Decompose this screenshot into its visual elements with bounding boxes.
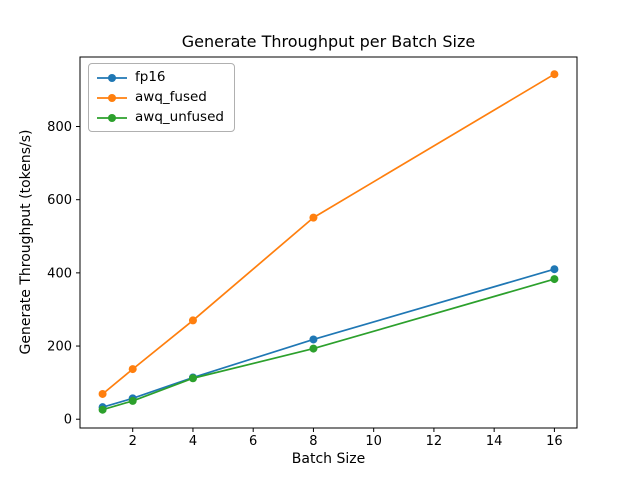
x-tick-label: 8 [309, 434, 317, 449]
marker-awq_unfused [128, 396, 137, 405]
y-tick-label: 800 [47, 120, 72, 135]
marker-fp16 [309, 335, 318, 344]
x-tick-label: 14 [486, 434, 503, 449]
y-tick-label: 0 [64, 413, 72, 428]
x-tick-label: 10 [365, 434, 382, 449]
legend-marker-awq_unfused [97, 113, 127, 122]
x-tick-label: 4 [189, 434, 197, 449]
marker-awq_unfused [98, 405, 107, 414]
x-tick-label: 2 [129, 434, 137, 449]
legend-marker-awq_fused [97, 93, 127, 102]
marker-awq_fused [98, 389, 107, 398]
y-tick-label: 200 [47, 340, 72, 355]
y-axis-label: Generate Throughput (tokens/s) [18, 129, 34, 355]
x-tick-label: 6 [249, 434, 257, 449]
x-axis-label: Batch Size [291, 451, 366, 467]
legend-label-awq_unfused: awq_unfused [135, 109, 224, 125]
y-tick-label: 600 [47, 193, 72, 208]
chart-title: Generate Throughput per Batch Size [181, 32, 476, 51]
x-tick-label: 12 [426, 434, 443, 449]
marker-awq_fused [550, 70, 559, 79]
marker-awq_unfused [309, 344, 318, 353]
marker-fp16 [550, 265, 559, 274]
legend-label-awq_fused: awq_fused [135, 89, 207, 105]
marker-awq_unfused [188, 374, 197, 383]
legend-item-awq_fused: awq_fused [96, 89, 224, 106]
y-tick-label: 400 [47, 266, 72, 281]
marker-awq_fused [309, 213, 318, 222]
series-line-awq_unfused [102, 278, 555, 411]
legend: fp16 awq_fused awq_unfused [88, 63, 235, 132]
marker-awq_unfused [550, 275, 559, 284]
legend-item-fp16: fp16 [96, 69, 224, 86]
marker-awq_fused [188, 316, 197, 325]
marker-awq_fused [128, 365, 137, 374]
axes-frame [79, 56, 578, 429]
legend-marker-fp16 [97, 73, 127, 82]
legend-item-awq_unfused: awq_unfused [96, 109, 224, 126]
legend-label-fp16: fp16 [135, 69, 166, 85]
x-tick-label: 16 [546, 434, 563, 449]
